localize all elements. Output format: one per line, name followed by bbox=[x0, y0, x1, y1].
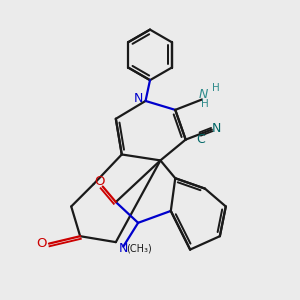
Text: N: N bbox=[119, 242, 128, 255]
Text: N: N bbox=[134, 92, 143, 105]
Text: O: O bbox=[94, 175, 104, 188]
Text: N: N bbox=[199, 88, 208, 100]
Text: O: O bbox=[36, 237, 47, 250]
Text: H: H bbox=[200, 99, 208, 109]
Text: N: N bbox=[212, 122, 221, 135]
Text: (CH₃): (CH₃) bbox=[126, 243, 152, 253]
Text: C: C bbox=[197, 133, 206, 146]
Text: H: H bbox=[212, 83, 219, 93]
